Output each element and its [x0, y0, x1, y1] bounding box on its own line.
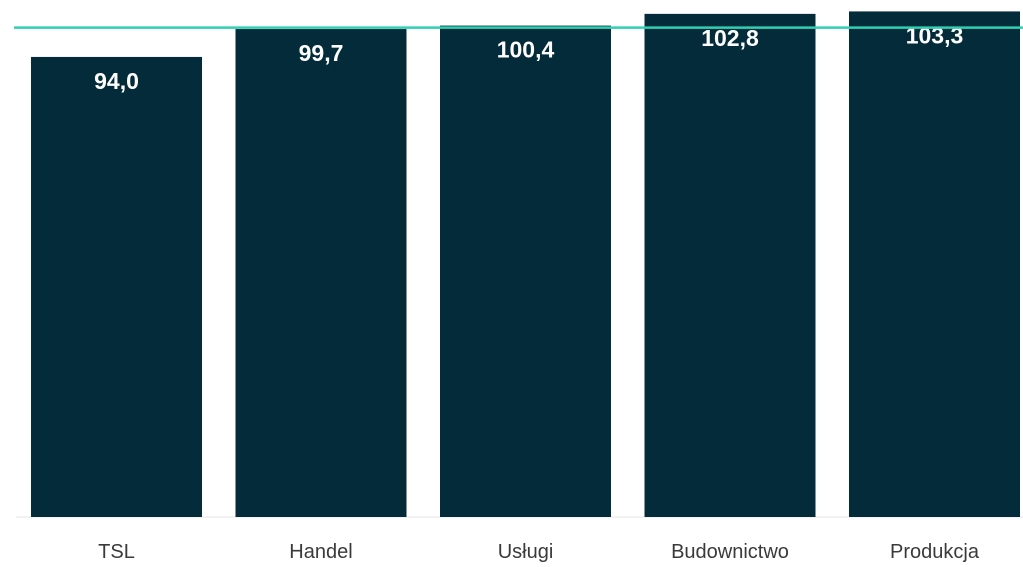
bar-tsl — [31, 56, 202, 517]
category-labels-group: TSL Handel Usługi Budownictwo Produkcja — [98, 541, 980, 563]
value-label: 94,0 — [94, 68, 139, 94]
bar-handel — [235, 29, 407, 517]
category-label: TSL — [98, 541, 135, 563]
value-label: 100,4 — [497, 37, 555, 63]
bars-group — [31, 11, 1020, 517]
category-label: Produkcja — [890, 541, 980, 563]
value-label: 102,8 — [701, 25, 759, 51]
category-label: Usługi — [498, 541, 554, 563]
bar-produkcja — [849, 11, 1020, 517]
bar-budownictwo — [644, 13, 816, 517]
category-label: Handel — [289, 541, 352, 563]
category-label: Budownictwo — [671, 541, 789, 563]
bar-usługi — [440, 25, 611, 517]
value-labels-group: 94,0 99,7 100,4 102,8 103,3 — [94, 22, 963, 94]
value-label: 103,3 — [906, 22, 964, 48]
value-label: 99,7 — [299, 40, 344, 66]
